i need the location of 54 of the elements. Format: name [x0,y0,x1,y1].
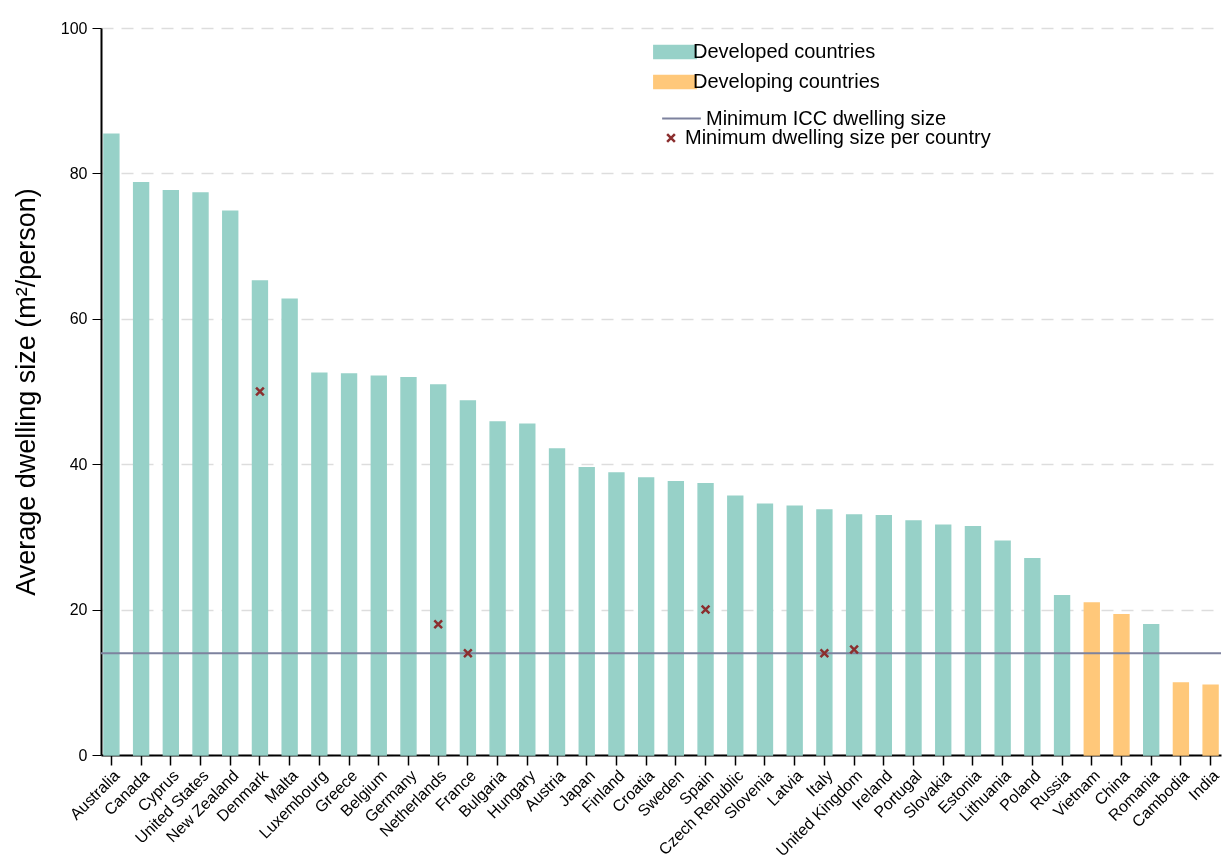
y-tick-label: 40 [69,455,88,473]
y-tick-label: 80 [69,164,88,182]
bar [994,540,1011,756]
bar [845,514,863,756]
bar [251,280,269,756]
bar [311,372,328,756]
bar [340,373,358,756]
bar [1202,684,1219,756]
bar [905,520,922,756]
bar [281,298,298,756]
point [819,648,830,659]
y-axis-title: Average dwelling size (m²/person) [10,188,41,596]
bar [400,376,417,756]
bar [489,421,506,756]
legend-label: Minimum ICC dwelling size [706,106,947,129]
point [433,619,444,630]
bar [786,505,803,756]
bar [1143,624,1160,756]
point [254,386,266,397]
y-tick-label: 0 [78,746,88,764]
bar [430,384,447,756]
bar [103,133,120,756]
bar [1113,613,1130,756]
point [848,644,860,655]
point [462,648,474,659]
bar [519,423,536,756]
bar [875,515,892,756]
bar [370,375,387,756]
y-tick-label: 100 [60,19,88,37]
bar [1024,557,1041,756]
y-tick-label: 20 [69,601,88,619]
bar [192,192,209,756]
bar [637,477,655,756]
bar [162,190,179,756]
y-tick-label: 60 [69,310,88,328]
legend-label: Developing countries [693,70,880,92]
bar [727,495,744,756]
bar [667,480,685,756]
bar [964,525,982,756]
bar [578,467,595,756]
bar [935,524,952,756]
bar [548,448,566,756]
bar [756,503,774,756]
point [700,604,711,615]
bar [132,182,150,756]
bar [222,210,239,756]
bar [816,509,833,756]
bar [459,400,477,756]
legend-label: Developed countries [693,40,876,62]
bar [1083,602,1100,756]
bar [1053,595,1071,756]
bar [697,483,714,756]
bar [608,472,625,756]
bar [1172,682,1190,756]
